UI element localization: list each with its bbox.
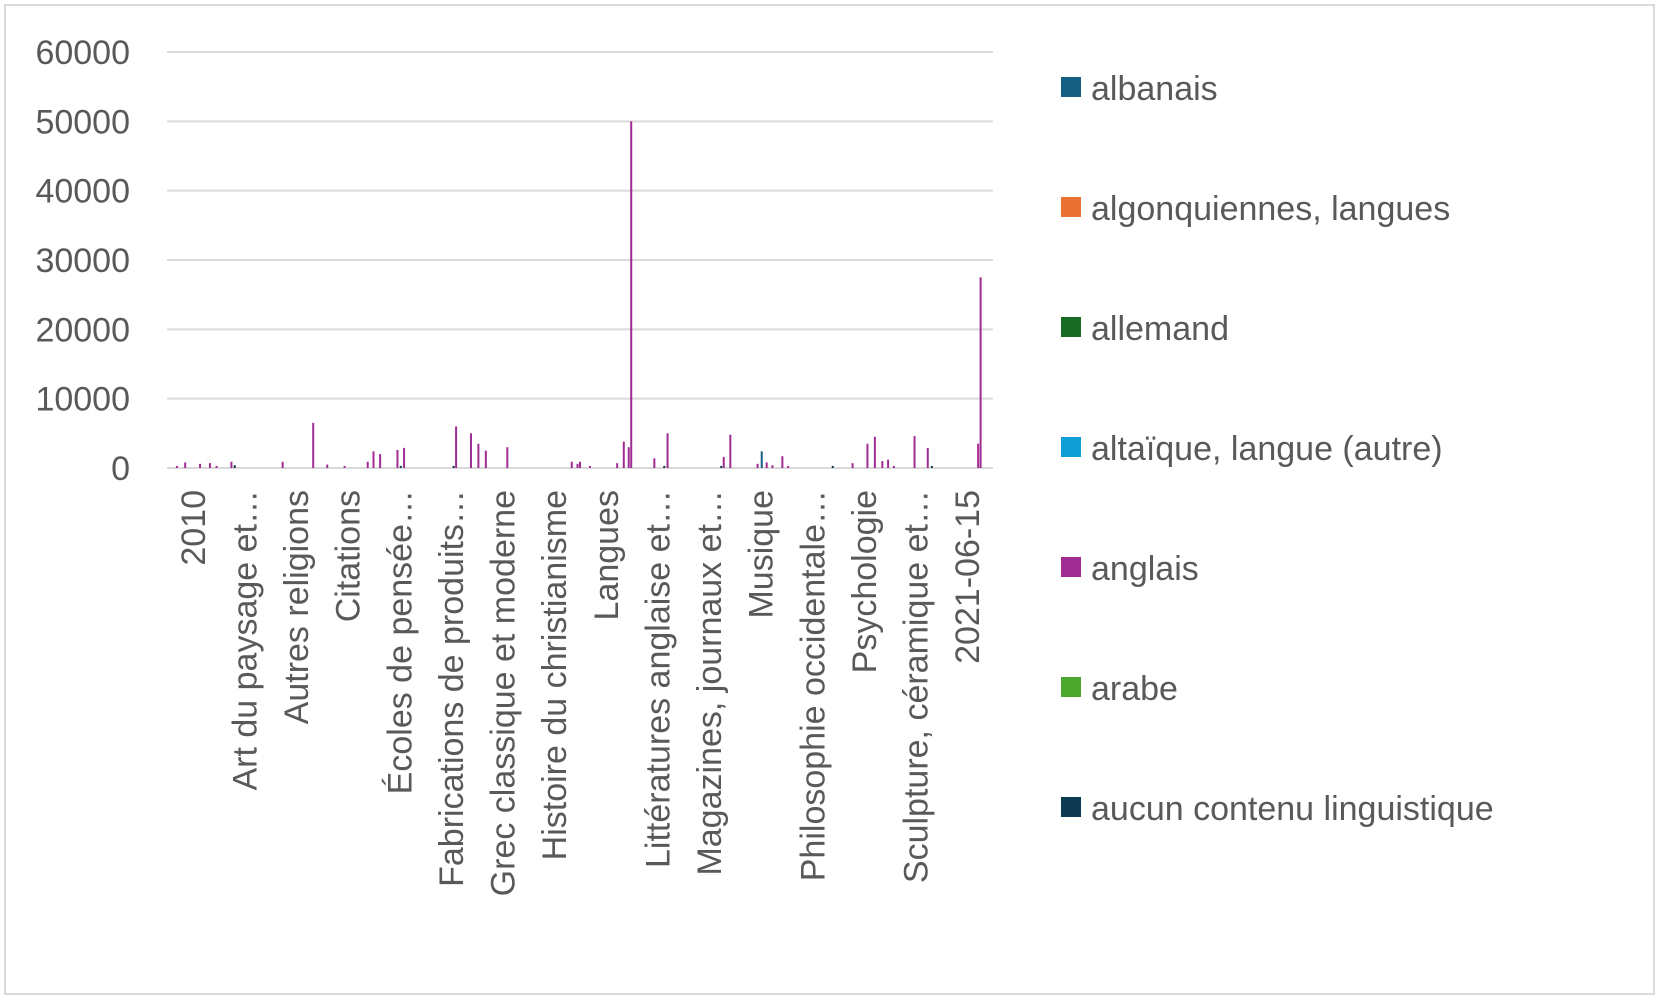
bar-anglais	[787, 465, 790, 468]
bar-anglais	[622, 441, 625, 468]
bar-anglais	[396, 449, 399, 468]
bars	[175, 121, 982, 468]
legend: albanais algonquiennes, langues allemand al…	[1061, 70, 1494, 828]
bar-anglais	[477, 443, 480, 468]
bar-anglais	[403, 447, 406, 468]
y-tick-label: 0	[111, 450, 130, 488]
bar-anglais	[455, 426, 458, 468]
x-tick-label: Histoire du christianisme	[536, 490, 574, 860]
bar-aucun-contenu-linguistique	[930, 465, 933, 468]
bar-anglais	[977, 443, 980, 468]
bar-anglais	[653, 458, 656, 468]
bar-aucun-contenu-linguistique	[233, 465, 236, 468]
bar-anglais	[588, 465, 591, 468]
bar-anglais	[881, 461, 884, 468]
legend-swatch	[1061, 677, 1081, 697]
legend-label: arabe	[1091, 670, 1178, 708]
x-tick-label: Langues	[588, 490, 626, 620]
bar-anglais	[215, 465, 218, 468]
legend-swatch	[1061, 317, 1081, 337]
bar-anglais	[781, 456, 784, 468]
bar-anglais	[866, 443, 869, 468]
bar-anglais	[343, 465, 346, 468]
bar-anglais	[887, 459, 890, 468]
bar-anglais	[729, 434, 732, 468]
bar-anglais	[913, 436, 916, 468]
bar-anglais	[184, 462, 187, 468]
bar-anglais	[579, 461, 581, 468]
bar-anglais	[469, 433, 472, 468]
x-tick-label: Philosophie occidentale…	[794, 490, 832, 881]
x-tick-label: Art du paysage et…	[226, 490, 264, 791]
bar-anglais	[627, 447, 630, 468]
bar-aucun-contenu-linguistique	[720, 465, 723, 468]
bar-anglais	[666, 433, 669, 468]
legend-swatch	[1061, 77, 1081, 97]
bar-anglais	[379, 454, 382, 468]
y-tick-label: 20000	[35, 311, 130, 349]
bar-anglais	[366, 461, 369, 468]
bar-aucun-contenu-linguistique	[831, 465, 834, 468]
x-tick-label: Psychologie	[846, 490, 884, 673]
legend-label: algonquiennes, langues	[1091, 190, 1450, 228]
bar-anglais	[208, 463, 211, 468]
bar-aucun-contenu-linguistique	[663, 465, 666, 468]
x-axis-tick-labels: 2010 Art du paysage et… Autres religions Ci…	[175, 490, 987, 896]
bar-albanais	[760, 451, 763, 468]
x-tick-label: Littératures anglaise et…	[639, 490, 677, 868]
bar-anglais	[771, 465, 774, 468]
bar-anglais	[765, 462, 768, 468]
bar-anglais	[851, 463, 854, 468]
legend-swatch	[1061, 797, 1081, 817]
y-tick-label: 10000	[35, 381, 130, 419]
legend-label: altaïque, langue (autre)	[1091, 430, 1443, 468]
bar-anglais	[979, 277, 982, 468]
bar-anglais	[616, 463, 619, 468]
x-tick-label: Magazines, journaux et…	[691, 490, 729, 876]
bar-aucun-contenu-linguistique	[452, 465, 455, 468]
legend-swatch	[1061, 197, 1081, 217]
x-tick-label: Fabrications de produits…	[433, 490, 471, 887]
y-tick-label: 60000	[35, 34, 130, 72]
bar-anglais	[756, 463, 759, 468]
gridlines	[167, 51, 993, 469]
bar-anglais	[873, 436, 876, 468]
bar-anglais	[312, 422, 315, 468]
bar-anglais	[722, 456, 725, 468]
legend-label: anglais	[1091, 550, 1199, 588]
chart-frame	[4, 4, 1655, 995]
bar-anglais	[576, 463, 579, 468]
y-axis-tick-labels: 0 10000 20000 30000 40000 50000 60000	[35, 34, 130, 488]
legend-swatch	[1061, 437, 1081, 457]
bar-anglais	[570, 461, 573, 468]
y-tick-label: 40000	[35, 173, 130, 211]
legend-swatch	[1061, 557, 1081, 577]
bar-anglais	[926, 447, 929, 468]
legend-label: aucun contenu linguistique	[1091, 790, 1494, 828]
legend-label: allemand	[1091, 310, 1229, 348]
bar-anglais	[630, 121, 633, 468]
bar-anglais	[326, 464, 329, 468]
x-tick-label: 2010	[175, 490, 213, 566]
x-tick-label: Écoles de pensée…	[381, 490, 419, 794]
bar-anglais	[892, 465, 895, 468]
bar-anglais	[506, 447, 509, 468]
bar-anglais	[199, 463, 202, 468]
x-tick-label: 2021-06-15	[949, 490, 987, 664]
y-tick-label: 30000	[35, 242, 130, 280]
x-tick-label: Sculpture, céramique et…	[898, 490, 936, 883]
bar-anglais	[281, 461, 284, 468]
legend-label: albanais	[1091, 70, 1218, 108]
bar-anglais	[175, 465, 178, 468]
y-tick-label: 50000	[35, 103, 130, 141]
x-tick-label: Musique	[743, 490, 781, 619]
x-tick-label: Citations	[330, 490, 368, 622]
bar-aucun-contenu-linguistique	[399, 465, 402, 468]
x-tick-label: Grec classique et moderne	[485, 490, 523, 896]
bar-anglais	[230, 461, 233, 468]
bar-anglais	[372, 451, 375, 468]
x-tick-label: Autres religions	[278, 490, 316, 724]
bar-anglais	[484, 450, 487, 468]
